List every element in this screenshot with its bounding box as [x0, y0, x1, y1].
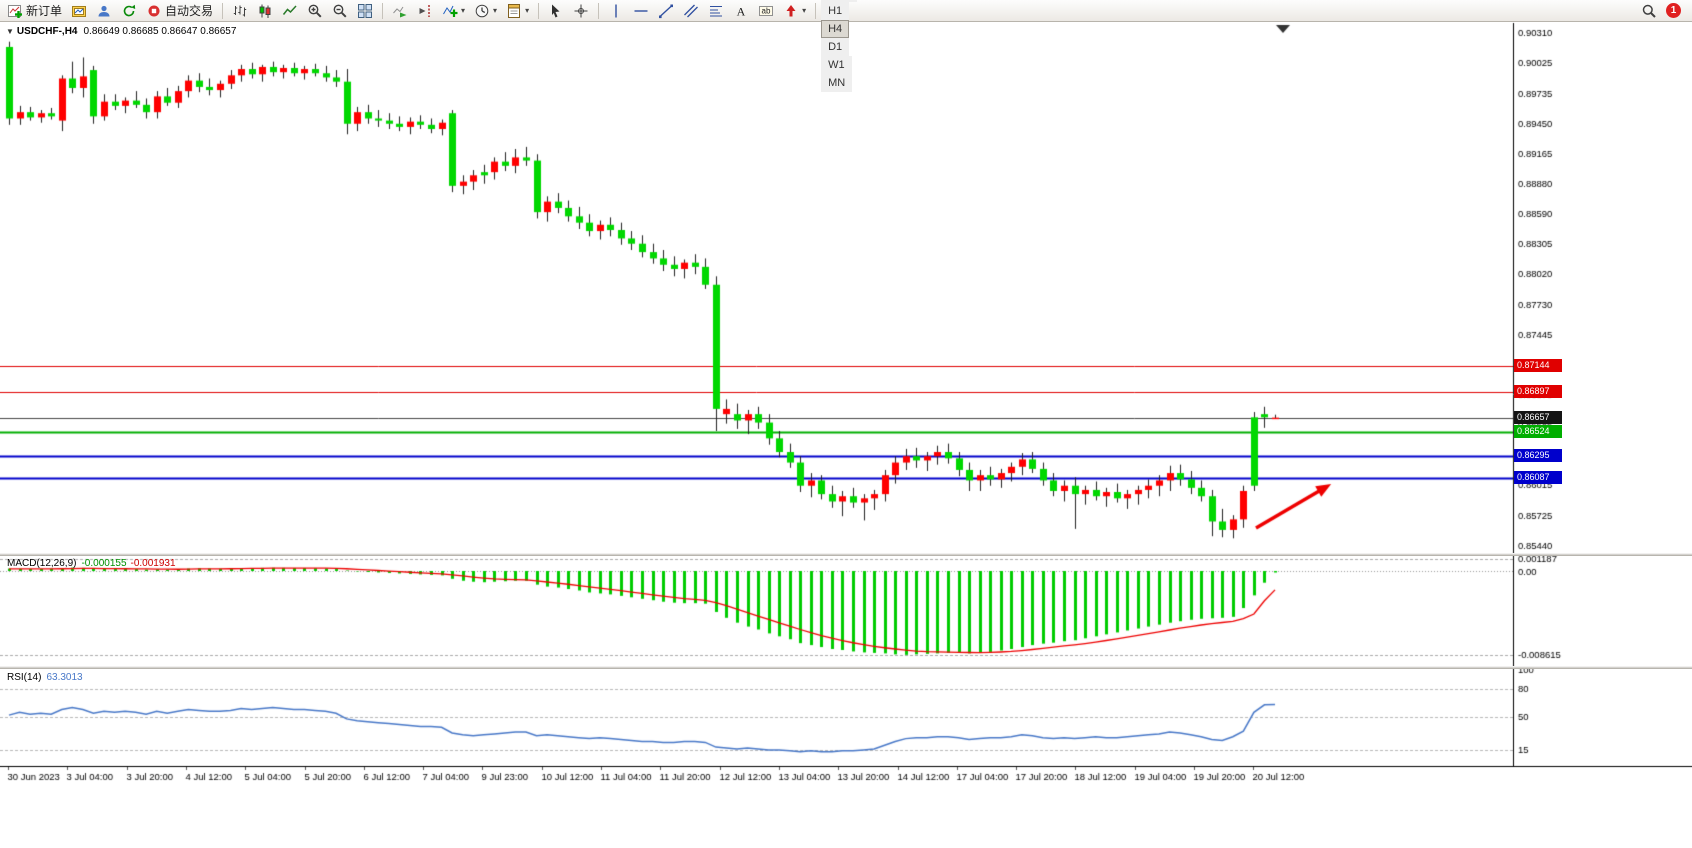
text-label-icon: ab	[759, 5, 774, 16]
dropdown-arrow-icon: ▾	[461, 6, 466, 15]
auto-scroll-icon	[393, 6, 407, 17]
refresh-button[interactable]	[117, 1, 141, 21]
svg-text:ab: ab	[762, 6, 771, 15]
horizontal-line-icon	[634, 9, 648, 12]
tile-windows-icon	[358, 3, 373, 18]
rsi-label: RSI(14)	[7, 672, 42, 683]
price-badge: 0.86295	[1514, 449, 1562, 462]
chart-shift-button[interactable]	[413, 1, 437, 21]
zoom-out-button[interactable]	[328, 1, 352, 21]
toolbar-separator	[382, 2, 384, 19]
price-badge: 0.86657	[1514, 411, 1562, 424]
macd-main-value: -0.000155	[81, 558, 127, 569]
refresh-icon	[123, 4, 136, 16]
new-order-label: 新订单	[26, 4, 63, 18]
one-click-collapse-icon[interactable]: ▼	[6, 27, 14, 36]
clock-icon	[475, 4, 489, 17]
text-icon: A	[737, 4, 746, 18]
templates-button[interactable]: ▾	[502, 1, 533, 21]
indicators-button[interactable]: ▾	[438, 1, 469, 21]
fibonacci-icon	[710, 5, 723, 16]
price-badge: 0.87144	[1514, 359, 1562, 372]
templates-icon	[508, 3, 521, 18]
toolbar-separator	[815, 2, 817, 19]
arrows-button[interactable]: ▾	[779, 1, 810, 21]
trendline-icon	[659, 4, 674, 18]
macd-panel-splitter[interactable]	[0, 553, 1692, 556]
profiles-button[interactable]	[92, 1, 116, 21]
candlestick-chart-icon	[259, 4, 271, 18]
bar-chart-icon	[233, 5, 247, 16]
svg-text:A: A	[737, 4, 746, 18]
period-button-w1[interactable]: W1	[821, 55, 852, 74]
autotrading-icon	[148, 5, 160, 16]
new-chart-button[interactable]	[67, 1, 91, 21]
price-badge: 0.86524	[1514, 425, 1562, 438]
macd-label-row: MACD(12,26,9) -0.000155 -0.001931	[7, 558, 176, 569]
rsi-value: 63.3013	[46, 672, 83, 683]
period-button-h4[interactable]: H4	[821, 19, 850, 38]
horizontal-line-button[interactable]	[629, 1, 653, 21]
line-chart-icon	[282, 4, 297, 15]
search-button[interactable]	[1637, 1, 1661, 21]
notification-badge[interactable]: 1	[1666, 3, 1681, 18]
price-badge: 0.86087	[1514, 471, 1562, 484]
price-badge: 0.86897	[1514, 385, 1562, 398]
crosshair-icon	[574, 4, 588, 17]
vertical-line-icon	[615, 4, 617, 17]
chart-shift-icon	[419, 4, 430, 17]
rsi-panel-splitter[interactable]	[0, 666, 1692, 669]
symbol-info-row: ▼ USDCHF-,H4 0.86649 0.86685 0.86647 0.866…	[6, 26, 236, 37]
cursor-button[interactable]	[544, 1, 568, 21]
line-chart-button[interactable]	[278, 1, 302, 21]
fibonacci-button[interactable]	[704, 1, 728, 21]
bar-chart-button[interactable]	[228, 1, 252, 21]
periods-menu-button[interactable]: ▾	[470, 1, 501, 21]
channel-icon	[684, 4, 699, 17]
indicators-icon	[443, 5, 458, 17]
zoom-in-button[interactable]	[303, 1, 327, 21]
text-label-button[interactable]: ab	[754, 1, 778, 21]
new-chart-icon	[72, 5, 87, 17]
search-icon	[1642, 4, 1656, 18]
zoom-out-icon	[333, 4, 347, 18]
tile-windows-button[interactable]	[353, 1, 377, 21]
profiles-icon	[98, 5, 110, 16]
timeframe-group: M1M5M15M30H1H4D1W1MN	[821, 0, 857, 92]
toolbar: 新订单 自动交易	[0, 0, 1692, 92]
period-button-d1[interactable]: D1	[821, 37, 850, 56]
toolbar-separator	[222, 2, 224, 19]
vertical-line-button[interactable]	[604, 1, 628, 21]
dropdown-arrow-icon: ▾	[493, 6, 498, 15]
zoom-in-icon	[308, 4, 322, 18]
new-order-button[interactable]: 新订单	[3, 1, 66, 21]
arrow-object-icon	[786, 4, 796, 16]
text-button[interactable]: A	[729, 1, 753, 21]
rsi-label-row: RSI(14) 63.3013	[7, 672, 83, 683]
period-button-mn[interactable]: MN	[821, 73, 853, 92]
symbol-title: USDCHF-,H4	[16, 26, 78, 37]
autotrading-button[interactable]: 自动交易	[142, 1, 217, 21]
trendline-button[interactable]	[654, 1, 678, 21]
channel-button[interactable]	[679, 1, 703, 21]
macd-signal-value: -0.001931	[130, 558, 176, 569]
toolbar-separator	[598, 2, 600, 19]
macd-label: MACD(12,26,9)	[7, 558, 77, 569]
candlestick-chart-button[interactable]	[253, 1, 277, 21]
new-order-icon	[8, 4, 22, 18]
autotrading-label: 自动交易	[165, 4, 214, 18]
dropdown-arrow-icon: ▾	[525, 6, 530, 15]
crosshair-button[interactable]	[569, 1, 593, 21]
period-button-m30[interactable]: M30	[821, 0, 857, 2]
symbol-ohlc: 0.86649 0.86685 0.86647 0.86657	[83, 26, 237, 37]
period-button-h1[interactable]: H1	[821, 1, 850, 20]
cursor-icon	[552, 4, 560, 17]
toolbar-separator	[538, 2, 540, 19]
dropdown-arrow-icon: ▾	[802, 6, 807, 15]
auto-scroll-button[interactable]	[388, 1, 412, 21]
